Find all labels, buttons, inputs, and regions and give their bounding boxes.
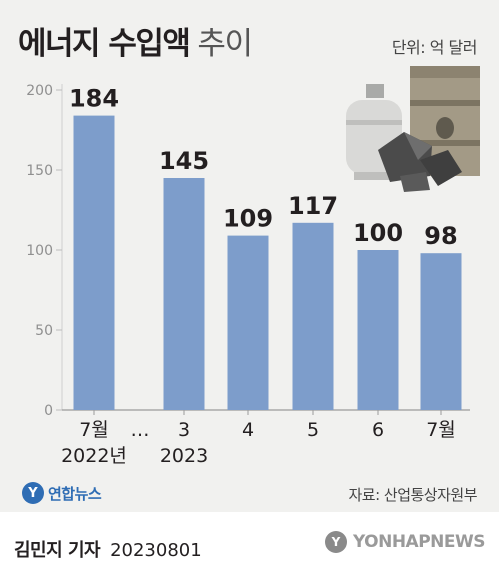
data-label: 184 (69, 85, 119, 113)
bar (73, 115, 115, 410)
x-tick-label: 6 (372, 419, 384, 441)
reporter-name: 김민지 기자 (14, 540, 101, 561)
data-label: 100 (353, 219, 403, 247)
y-tick-label: 150 (26, 163, 53, 179)
y-tick-label: 50 (35, 323, 53, 339)
source-label: 자료: 산업통상자원부 (348, 486, 477, 504)
x-tick-label: 7월 (79, 419, 109, 441)
data-label: 145 (159, 147, 209, 175)
logo-text: 연합뉴스 (48, 484, 102, 503)
x-tick-label: 7월 (426, 419, 456, 441)
bar (292, 222, 334, 410)
energy-illustration (346, 66, 480, 192)
bar (357, 250, 399, 410)
data-label: 98 (424, 222, 457, 250)
publish-date: 20230801 (110, 540, 202, 561)
bar (227, 235, 269, 410)
year-label: 2022년 (61, 445, 127, 467)
bar (163, 178, 205, 410)
title-main: 에너지 수입액 (18, 26, 191, 62)
yonhap-logo: Y 연합뉴스 (22, 482, 102, 504)
y-tick-label: 0 (44, 403, 53, 419)
x-tick-label: 4 (242, 419, 254, 441)
bar (420, 253, 462, 410)
chart-card: 에너지 수입액 추이 단위: 억 달러 (0, 0, 499, 512)
year-label: 2023 (160, 445, 208, 467)
yonhap-logo-icon: Y (22, 482, 44, 504)
wire-logo-icon: Y (324, 531, 347, 553)
axis-gap-marker: … (131, 419, 150, 441)
x-tick-label: 3 (178, 419, 190, 441)
y-tick-label: 100 (26, 243, 53, 259)
coal-icon (378, 132, 462, 192)
title-sub: 추이 (197, 26, 253, 62)
wire-text: YONHAPNEWS (352, 532, 486, 552)
x-tick-label: 5 (307, 419, 319, 441)
byline: 김민지 기자 20230801 (14, 536, 202, 562)
wire-watermark: Y YONHAPNEWS (324, 531, 486, 553)
y-tick-label: 200 (26, 83, 53, 99)
data-label: 117 (288, 192, 338, 220)
data-label: 109 (223, 205, 273, 233)
chart-title: 에너지 수입액 추이 (18, 18, 253, 63)
unit-label: 단위: 억 달러 (391, 38, 478, 57)
